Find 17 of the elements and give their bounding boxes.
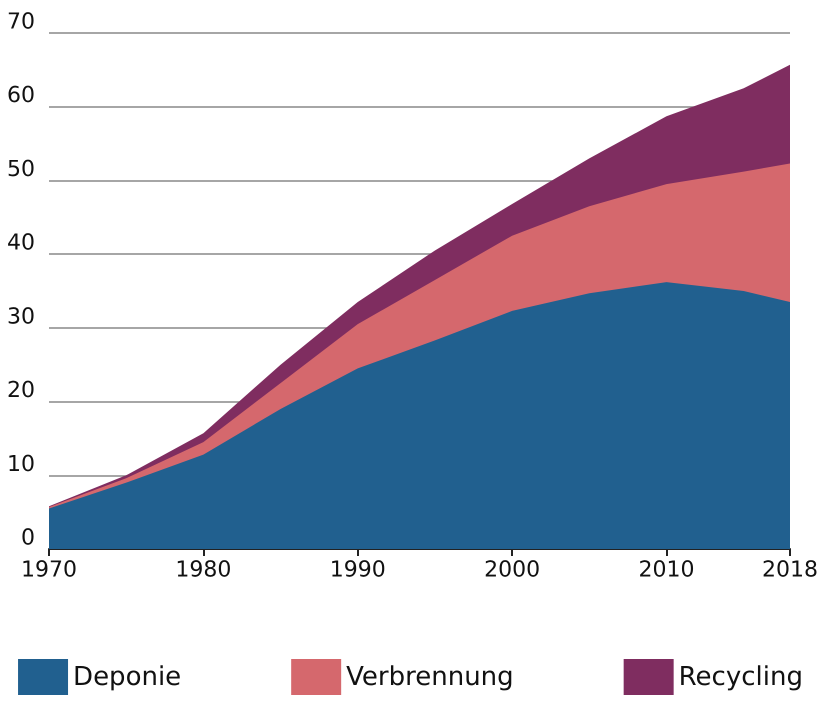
x-tick-label: 1980 — [175, 558, 232, 582]
x-tick-label: 2000 — [484, 558, 540, 582]
y-tick-label: 50 — [7, 156, 35, 182]
legend-label: Verbrennung — [346, 662, 514, 692]
y-tick-label: 20 — [7, 378, 35, 404]
y-tick-label: 40 — [7, 230, 35, 256]
y-tick-label: 30 — [7, 304, 35, 330]
x-tick-label: 1990 — [330, 558, 386, 582]
y-tick-label: 60 — [7, 83, 35, 108]
legend-label: Recycling — [678, 662, 803, 692]
x-tick-label: 1970 — [21, 558, 77, 582]
x-tick-label: 2010 — [638, 558, 694, 582]
y-tick-label: 70 — [7, 10, 35, 34]
x-tick-label: 2018 — [762, 558, 818, 582]
y-tick-label: 0 — [21, 526, 35, 550]
legend-label: Deponie — [73, 662, 182, 692]
y-tick-label: 10 — [7, 452, 35, 477]
